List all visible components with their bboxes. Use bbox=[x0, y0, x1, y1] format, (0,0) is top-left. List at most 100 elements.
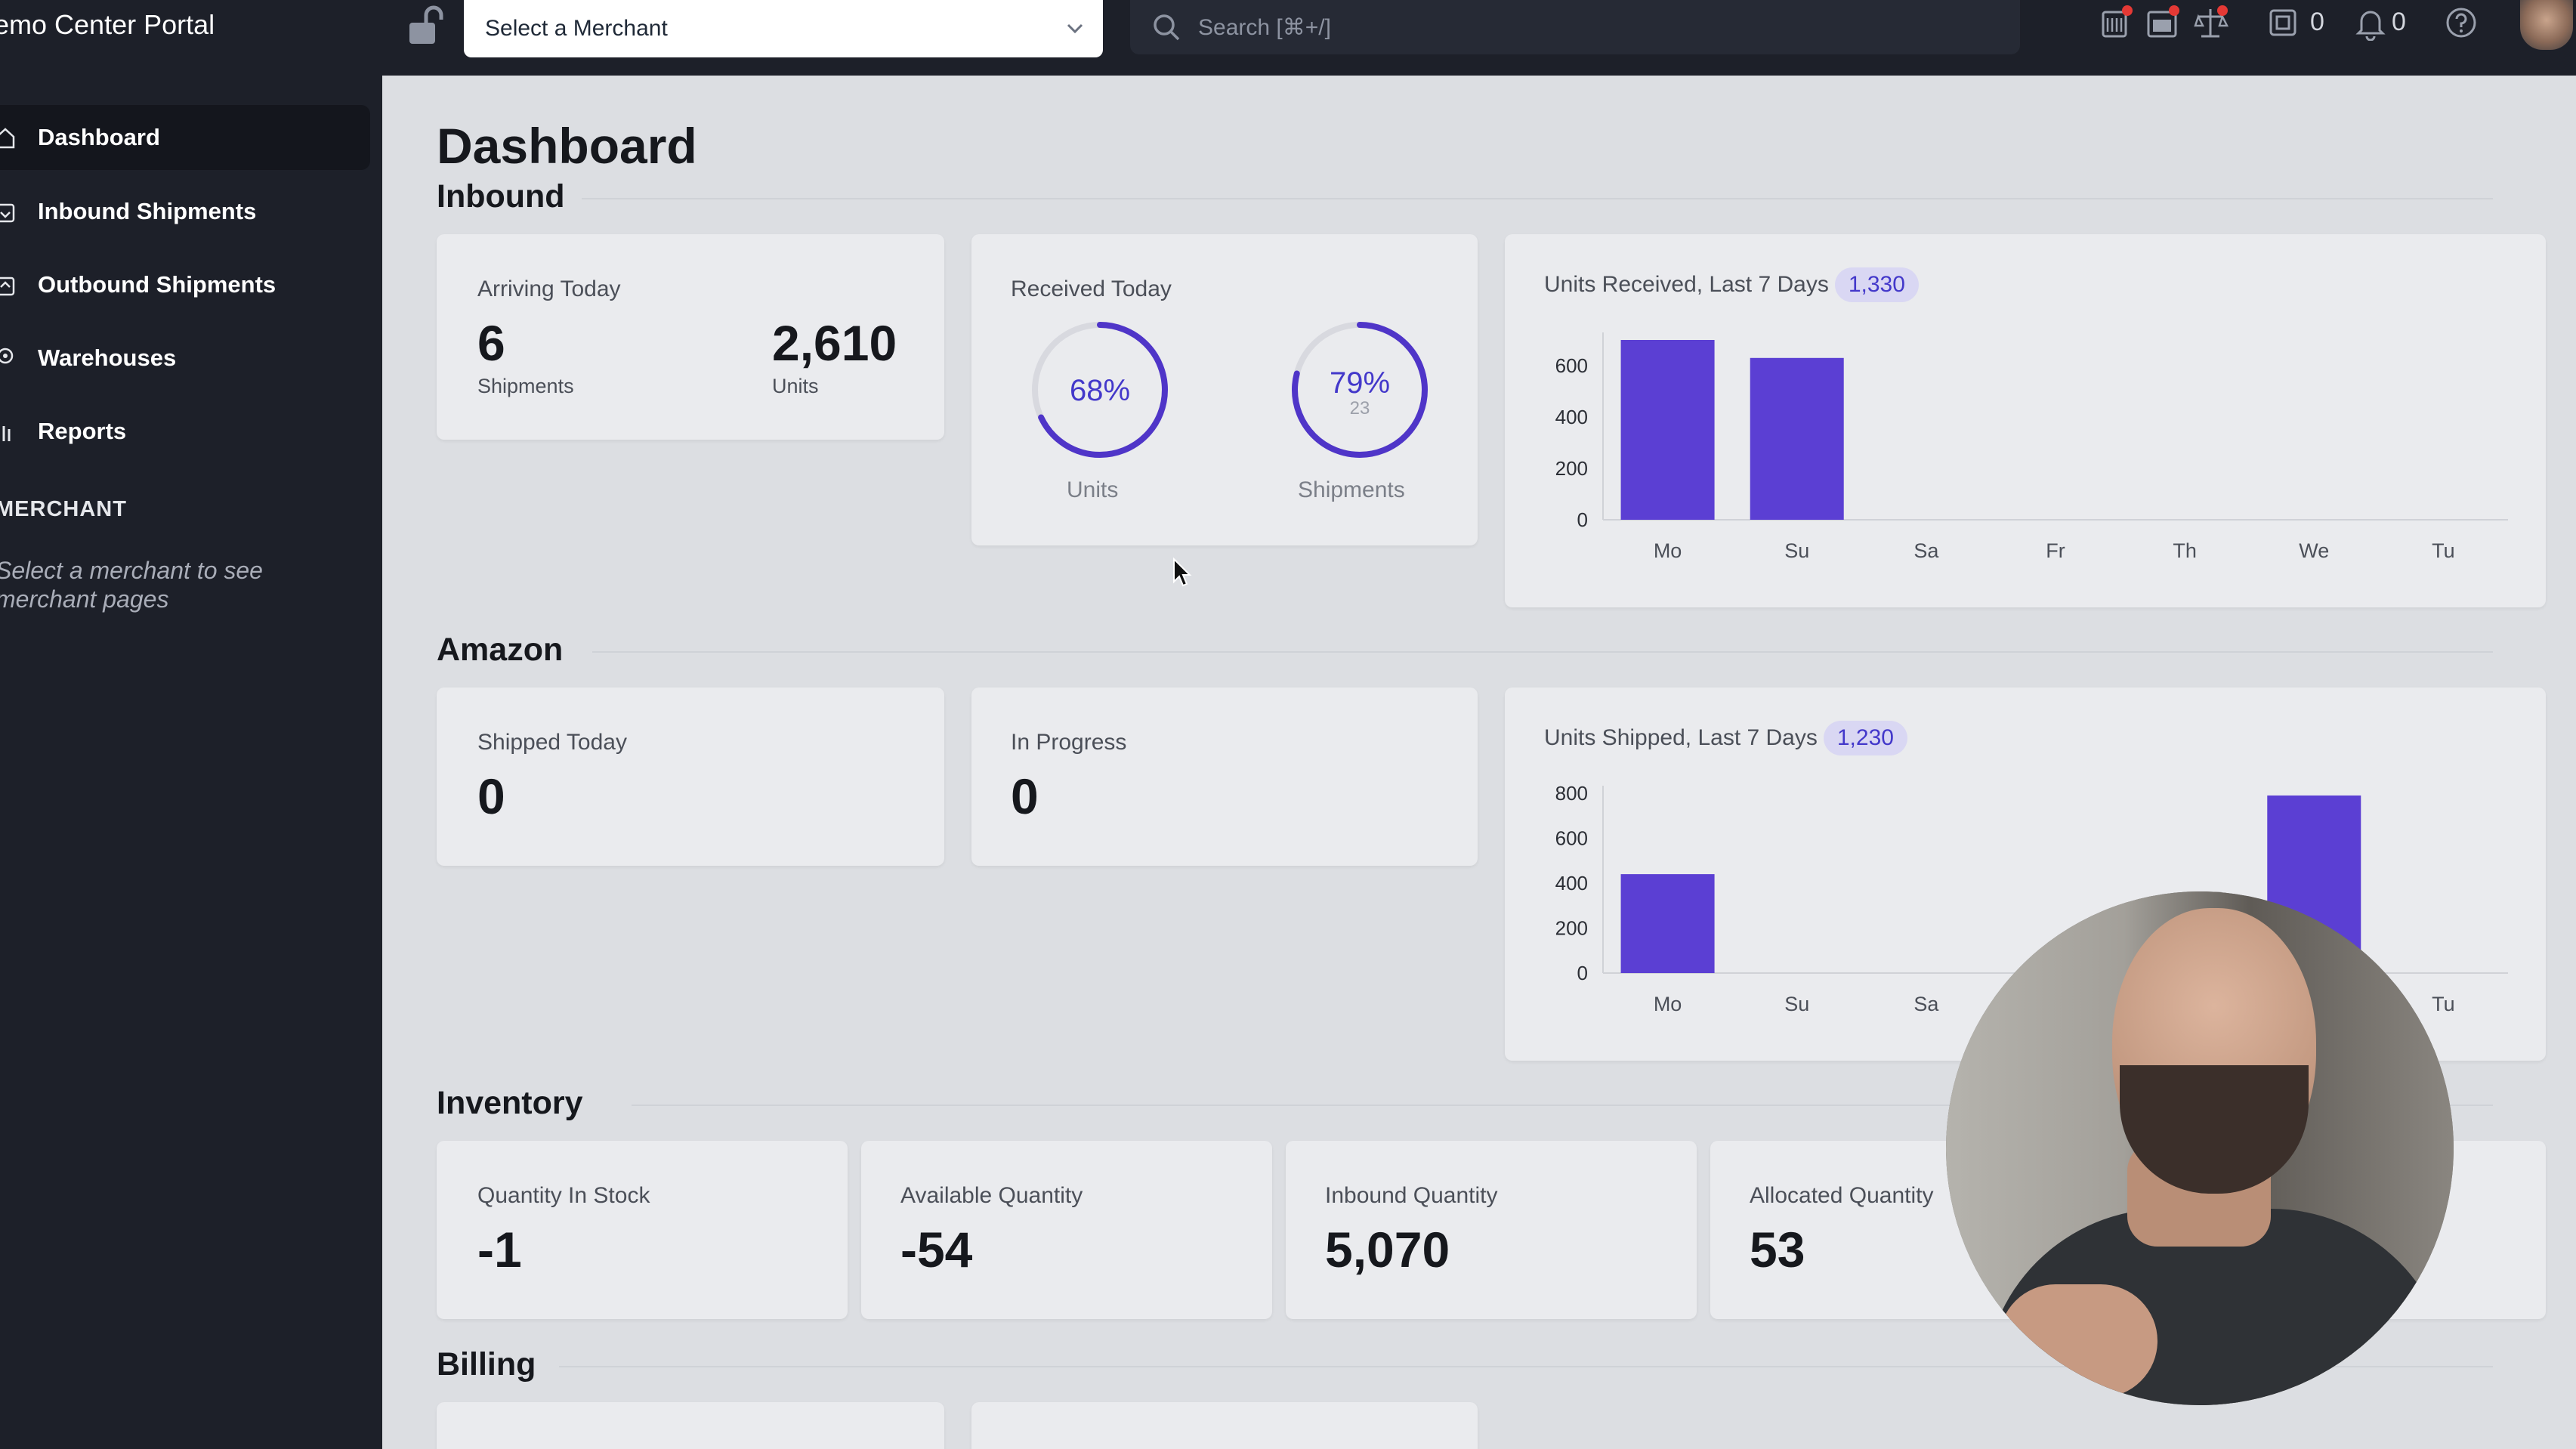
inventory-card: Available Quantity -54 bbox=[861, 1141, 1272, 1319]
sidebar-item-outbound-shipments[interactable]: Outbound Shipments bbox=[0, 252, 370, 317]
scale-alert-icon[interactable] bbox=[2194, 5, 2230, 41]
home-icon bbox=[0, 126, 15, 149]
calendar-alert-icon[interactable] bbox=[2145, 5, 2182, 41]
bell-icon[interactable] bbox=[2352, 5, 2389, 41]
section-title-inbound: Inbound bbox=[437, 178, 565, 215]
search-placeholder: Search [⌘+/] bbox=[1198, 14, 1331, 40]
mouse-cursor-icon bbox=[1173, 558, 1192, 587]
y-tick-label: 0 bbox=[1577, 508, 1588, 531]
inventory-value: 5,070 bbox=[1325, 1222, 1450, 1278]
unlock-icon[interactable] bbox=[408, 5, 444, 47]
card-label: Inbound Quantity bbox=[1325, 1183, 1498, 1208]
card-label: Quantity In Stock bbox=[477, 1183, 650, 1208]
help-icon[interactable] bbox=[2443, 5, 2479, 41]
sidebar-item-inbound-shipments[interactable]: Inbound Shipments bbox=[0, 179, 370, 244]
tasks-count: 0 bbox=[2310, 8, 2324, 36]
bar[interactable] bbox=[1750, 357, 1844, 520]
section-title-inventory: Inventory bbox=[437, 1085, 583, 1121]
bar-chart-icon bbox=[0, 420, 15, 443]
shipped-today-value: 0 bbox=[477, 768, 505, 824]
avatar[interactable] bbox=[2520, 0, 2573, 50]
shipments-sub: 23 bbox=[1350, 398, 1370, 419]
card-label: Received Today bbox=[1011, 277, 1172, 301]
inventory-value: -54 bbox=[900, 1222, 973, 1278]
units-progress-ring: 68% bbox=[1032, 322, 1168, 458]
received-today-card: Received Today 68% Units 79% 23 Shipment… bbox=[971, 234, 1478, 545]
x-tick-label: Mo bbox=[1654, 993, 1682, 1015]
x-tick-label: Tu bbox=[2432, 539, 2455, 562]
chart-title-row: Units Shipped, Last 7 Days 1,230 bbox=[1544, 721, 1907, 755]
sidebar-item-label: Warehouses bbox=[38, 344, 177, 371]
inventory-value: -1 bbox=[477, 1222, 522, 1278]
y-tick-label: 0 bbox=[1577, 962, 1588, 984]
webcam-overlay bbox=[1946, 891, 2454, 1405]
in-progress-value: 0 bbox=[1011, 768, 1039, 824]
bar[interactable] bbox=[1620, 340, 1715, 520]
units-received-chart: 0 200 400 600 Mo Su Sa Fr Th We Tu bbox=[1555, 332, 2508, 562]
sidebar-item-reports[interactable]: Reports bbox=[0, 399, 370, 464]
inventory-card: Quantity In Stock -1 bbox=[437, 1141, 848, 1319]
card-label: Arriving Today bbox=[477, 277, 621, 301]
x-tick-label: Su bbox=[1784, 539, 1809, 562]
y-tick-label: 600 bbox=[1555, 354, 1588, 377]
sidebar-item-label: Reports bbox=[38, 418, 127, 444]
chart-total-badge: 1,230 bbox=[1823, 721, 1907, 755]
y-tick-label: 200 bbox=[1555, 457, 1588, 480]
section-divider bbox=[632, 1105, 2493, 1106]
y-tick-label: 400 bbox=[1555, 406, 1588, 428]
shipments-percent: 79% bbox=[1330, 366, 1390, 400]
merchant-select-value: Select a Merchant bbox=[485, 16, 668, 41]
section-divider bbox=[582, 198, 2493, 199]
in-progress-card: In Progress 0 bbox=[971, 687, 1478, 866]
sidebar: emo Center Portal Dashboard Inbound Ship… bbox=[0, 0, 382, 1449]
outbound-icon bbox=[0, 273, 15, 296]
y-tick-label: 600 bbox=[1555, 827, 1588, 850]
notifications-count: 0 bbox=[2392, 8, 2406, 36]
card-label: Shipped Today bbox=[477, 730, 627, 755]
x-tick-label: Fr bbox=[2046, 539, 2065, 562]
chart-total-badge: 1,330 bbox=[1834, 267, 1919, 302]
units-percent: 68% bbox=[1070, 374, 1130, 407]
shipments-progress-ring: 79% 23 bbox=[1292, 322, 1428, 458]
arriving-shipments-value: 6 bbox=[477, 315, 505, 371]
section-divider bbox=[559, 1366, 2493, 1367]
sidebar-item-label: Dashboard bbox=[38, 124, 160, 150]
inventory-value: 53 bbox=[1750, 1222, 1805, 1278]
search-input[interactable]: Search [⌘+/] bbox=[1130, 0, 2020, 54]
arriving-today-card: Arriving Today 6 Shipments 2,610 Units bbox=[437, 234, 944, 440]
card-label: Allocated Quantity bbox=[1750, 1183, 1934, 1208]
inbound-icon bbox=[0, 200, 15, 223]
y-tick-label: 200 bbox=[1555, 917, 1588, 940]
app-brand[interactable]: emo Center Portal bbox=[0, 0, 382, 50]
bar[interactable] bbox=[1620, 874, 1715, 973]
chart-title: Units Received, Last 7 Days bbox=[1544, 272, 1829, 297]
x-tick-label: We bbox=[2299, 539, 2329, 562]
chevron-down-icon bbox=[1067, 23, 1083, 34]
x-tick-label: Sa bbox=[1913, 993, 1939, 1015]
card-label: In Progress bbox=[1011, 730, 1127, 755]
task-chip-icon[interactable] bbox=[2265, 5, 2301, 41]
inventory-card: Inbound Quantity 5,070 bbox=[1286, 1141, 1697, 1319]
x-tick-label: Sa bbox=[1913, 539, 1939, 562]
location-pin-icon bbox=[0, 347, 15, 369]
arriving-units-label: Units bbox=[772, 375, 819, 397]
barcode-alert-icon[interactable] bbox=[2100, 5, 2136, 41]
merchant-hint: Select a merchant to see merchant pages bbox=[0, 557, 263, 613]
y-tick-label: 400 bbox=[1555, 872, 1588, 894]
billing-card bbox=[437, 1402, 944, 1449]
merchant-select[interactable]: Select a Merchant bbox=[464, 0, 1103, 57]
sidebar-item-warehouses[interactable]: Warehouses bbox=[0, 326, 370, 391]
x-tick-label: Mo bbox=[1654, 539, 1682, 562]
sidebar-item-label: Outbound Shipments bbox=[38, 271, 276, 298]
y-tick-label: 800 bbox=[1555, 782, 1588, 805]
x-tick-label: Su bbox=[1784, 993, 1809, 1015]
section-title-billing: Billing bbox=[437, 1346, 536, 1383]
brand-text: emo Center Portal bbox=[0, 9, 215, 40]
section-title-amazon: Amazon bbox=[437, 632, 564, 668]
sidebar-item-dashboard[interactable]: Dashboard bbox=[0, 105, 370, 170]
billing-card bbox=[971, 1402, 1478, 1449]
x-tick-label: Th bbox=[2173, 539, 2197, 562]
merchant-section-title: MERCHANT bbox=[0, 497, 127, 521]
section-divider bbox=[592, 651, 2493, 653]
units-received-chart-card: Units Received, Last 7 Days 1,330 0 200 40… bbox=[1505, 234, 2546, 607]
